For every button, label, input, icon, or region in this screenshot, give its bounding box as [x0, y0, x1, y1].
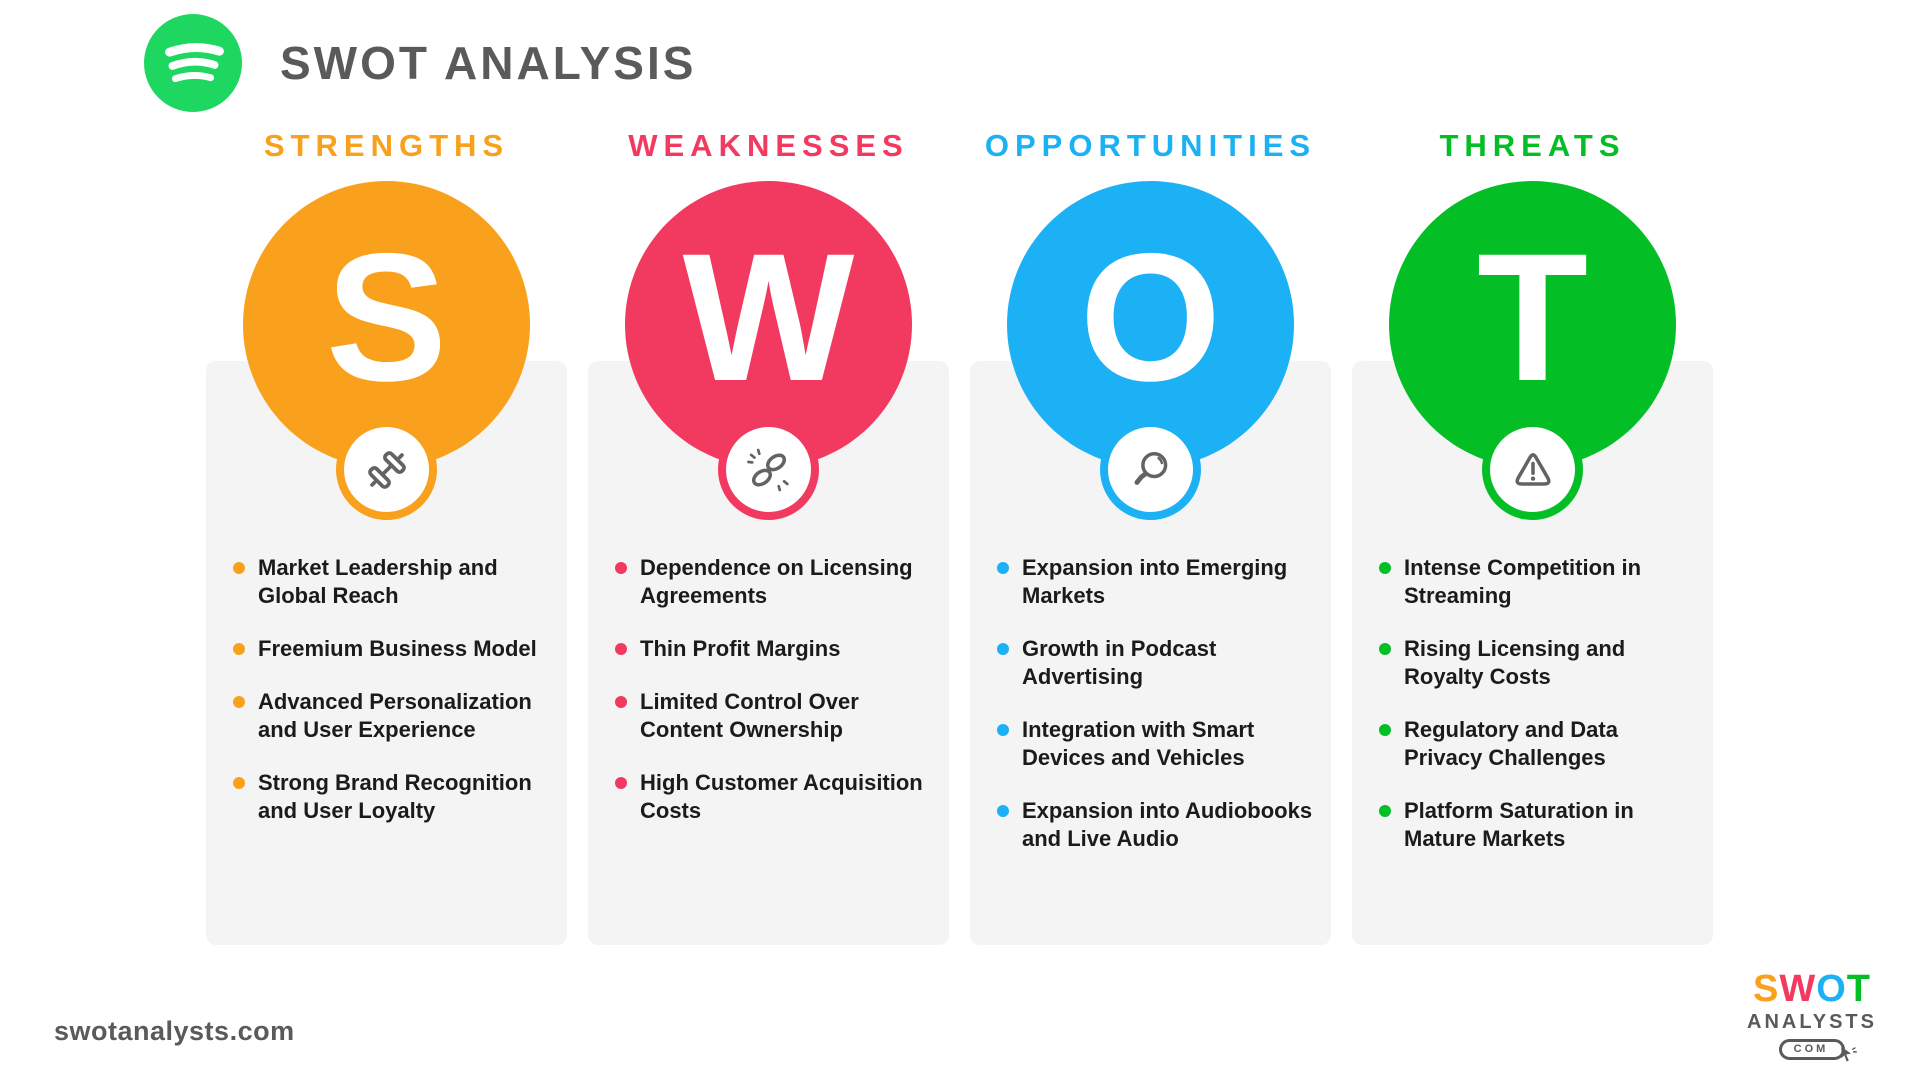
- bullet-dot: [233, 562, 245, 574]
- swot-column-threats: THREATS T Intense Competition in Streami…: [1352, 128, 1713, 948]
- magnifier-icon: [1134, 451, 1167, 485]
- list-item-text: High Customer Acquisition Costs: [640, 770, 923, 823]
- icon-circle: [718, 419, 819, 520]
- page-title: SWOT ANALYSIS: [280, 37, 697, 89]
- list-item-text: Intense Competition in Streaming: [1404, 555, 1642, 608]
- bullet-dot: [615, 777, 627, 789]
- swot-column-weaknesses: WEAKNESSES W Depe: [588, 128, 949, 948]
- list-item: Regulatory and Data Privacy Challenges: [1379, 716, 1699, 772]
- list-item: Market Leadership and Global Reach: [233, 554, 553, 610]
- spotify-icon: [144, 14, 242, 112]
- column-title: STRENGTHS: [263, 128, 510, 163]
- column-title: THREATS: [1439, 128, 1626, 163]
- bullet-list: Dependence on Licensing Agreements Thin …: [615, 554, 935, 825]
- bullet-dot: [1379, 724, 1391, 736]
- list-item-text: Limited Control Over Content Ownership: [640, 689, 859, 742]
- swot-column-strengths: STRENGTHS S Market Leadership and Global…: [206, 128, 567, 948]
- list-item-text: Growth in Podcast Advertising: [1022, 636, 1217, 689]
- logo-subtitle: ANALYSTS: [1747, 1011, 1877, 1033]
- header: SWOT ANALYSIS: [144, 14, 696, 112]
- logo-letter-o: O: [1816, 968, 1847, 1011]
- warning-icon: [1514, 452, 1551, 486]
- letter-s: S: [325, 214, 448, 419]
- swot-grid: STRENGTHS S Market Leadership and Global…: [206, 128, 1713, 948]
- bullet-list: Expansion into Emerging Markets Growth i…: [997, 554, 1317, 853]
- bullet-dot: [1379, 562, 1391, 574]
- column-title: OPPORTUNITIES: [984, 128, 1317, 163]
- bullet-dot: [1379, 805, 1391, 817]
- list-item: Thin Profit Margins: [615, 635, 935, 663]
- list-item: Rising Licensing and Royalty Costs: [1379, 635, 1699, 691]
- list-item: Growth in Podcast Advertising: [997, 635, 1317, 691]
- swotanalysts-logo: SWOT ANALYSTS COM: [1732, 968, 1892, 1062]
- list-item: Advanced Personalization and User Experi…: [233, 688, 553, 744]
- bullet-dot: [615, 562, 627, 574]
- list-item: Expansion into Emerging Markets: [997, 554, 1317, 610]
- list-item: Intense Competition in Streaming: [1379, 554, 1699, 610]
- icon-circle: [336, 419, 437, 520]
- letter-t: T: [1476, 214, 1589, 419]
- bullet-list: Market Leadership and Global Reach Freem…: [233, 554, 553, 825]
- icon-circle: [1482, 419, 1583, 520]
- list-item-text: Strong Brand Recognition and User Loyalt…: [258, 770, 532, 823]
- logo-badge-text: COM: [1793, 1043, 1829, 1055]
- dumbbell-icon: [367, 450, 406, 489]
- icon-circle: [1100, 419, 1201, 520]
- bullet-dot: [997, 562, 1009, 574]
- logo-com-badge: COM: [1778, 1039, 1858, 1062]
- cursor-icon: [1841, 1046, 1858, 1062]
- logo-letter-s: S: [1752, 968, 1780, 1011]
- bullet-dot: [997, 643, 1009, 655]
- list-item: Freemium Business Model: [233, 635, 553, 663]
- list-item: Integration with Smart Devices and Vehic…: [997, 716, 1317, 772]
- broken-chain-icon: [746, 448, 789, 491]
- list-item-text: Advanced Personalization and User Experi…: [258, 689, 532, 742]
- list-item-text: Expansion into Audiobooks and Live Audio: [1022, 798, 1313, 851]
- bullet-dot: [233, 696, 245, 708]
- list-item-text: Dependence on Licensing Agreements: [640, 555, 913, 608]
- list-item-text: Freemium Business Model: [258, 636, 537, 661]
- list-item: Strong Brand Recognition and User Loyalt…: [233, 769, 553, 825]
- list-item-text: Regulatory and Data Privacy Challenges: [1404, 717, 1618, 770]
- column-title: WEAKNESSES: [628, 128, 909, 163]
- letter-o: O: [1079, 214, 1222, 419]
- list-item: Expansion into Audiobooks and Live Audio: [997, 797, 1317, 853]
- bullet-dot: [233, 777, 245, 789]
- letter-w: W: [682, 214, 855, 419]
- list-item-text: Market Leadership and Global Reach: [258, 555, 498, 608]
- list-item-text: Expansion into Emerging Markets: [1022, 555, 1288, 608]
- list-item-text: Rising Licensing and Royalty Costs: [1404, 636, 1626, 689]
- bullet-dot: [1379, 643, 1391, 655]
- list-item-text: Thin Profit Margins: [640, 636, 841, 661]
- swot-column-opportunities: OPPORTUNITIES O Expansion into Emerging …: [970, 128, 1331, 948]
- list-item: Platform Saturation in Mature Markets: [1379, 797, 1699, 853]
- list-item: High Customer Acquisition Costs: [615, 769, 935, 825]
- bullet-list: Intense Competition in Streaming Rising …: [1379, 554, 1699, 853]
- list-item: Limited Control Over Content Ownership: [615, 688, 935, 744]
- list-item-text: Platform Saturation in Mature Markets: [1404, 798, 1634, 851]
- bullet-dot: [233, 643, 245, 655]
- logo-letter-t: T: [1846, 968, 1871, 1011]
- list-item-text: Integration with Smart Devices and Vehic…: [1022, 717, 1255, 770]
- bullet-dot: [615, 643, 627, 655]
- logo-word: SWOT: [1732, 968, 1892, 1011]
- bullet-dot: [997, 724, 1009, 736]
- logo-letter-w: W: [1779, 968, 1817, 1011]
- list-item: Dependence on Licensing Agreements: [615, 554, 935, 610]
- bullet-dot: [615, 696, 627, 708]
- website-url: swotanalysts.com: [54, 1016, 295, 1046]
- bullet-dot: [997, 805, 1009, 817]
